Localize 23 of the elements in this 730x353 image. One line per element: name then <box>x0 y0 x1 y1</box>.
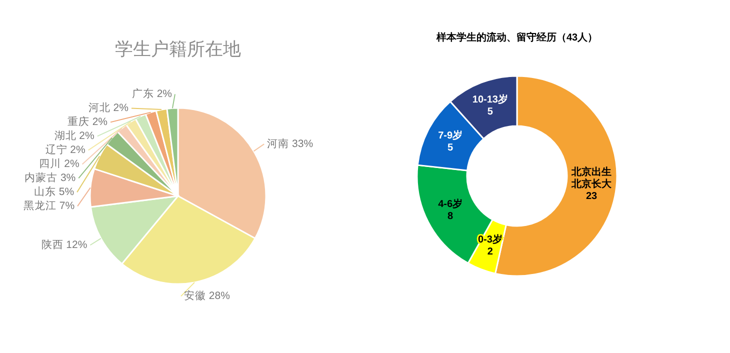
slice-label: 重庆 2% <box>67 114 108 128</box>
slice-label: 辽宁 2% <box>45 142 86 156</box>
slice-label: 四川 2% <box>39 156 80 170</box>
slice-label: 黑龙江 7% <box>23 198 75 212</box>
data-label: 5 <box>487 106 494 118</box>
slice-label: 10-13岁 <box>472 94 508 106</box>
data-label: 2 <box>487 246 494 258</box>
slice-label: 陕西 12% <box>41 238 88 251</box>
slice-label: 河北 2% <box>88 100 128 114</box>
slice-label: 湖北 2% <box>54 128 94 142</box>
slice-label: 内蒙古 3% <box>24 170 76 184</box>
chart-title: 学生户籍所在地 <box>115 38 241 59</box>
slice-label: 山东 5% <box>34 184 74 198</box>
data-label: 8 <box>448 210 454 222</box>
slice-label: 7-9岁 <box>438 129 463 142</box>
slice-label: 河南 33% <box>267 136 314 150</box>
slice-label: 安徽 28% <box>184 288 230 302</box>
chart-title: 样本学生的流动、留守经历（43人） <box>435 32 598 44</box>
slice-label: 北京出生北京长大 <box>570 166 613 190</box>
slice-label: 广东 2% <box>132 86 172 100</box>
slice-label: 4-6岁 <box>438 198 463 210</box>
data-label: 5 <box>448 142 454 154</box>
data-label: 23 <box>586 190 598 202</box>
